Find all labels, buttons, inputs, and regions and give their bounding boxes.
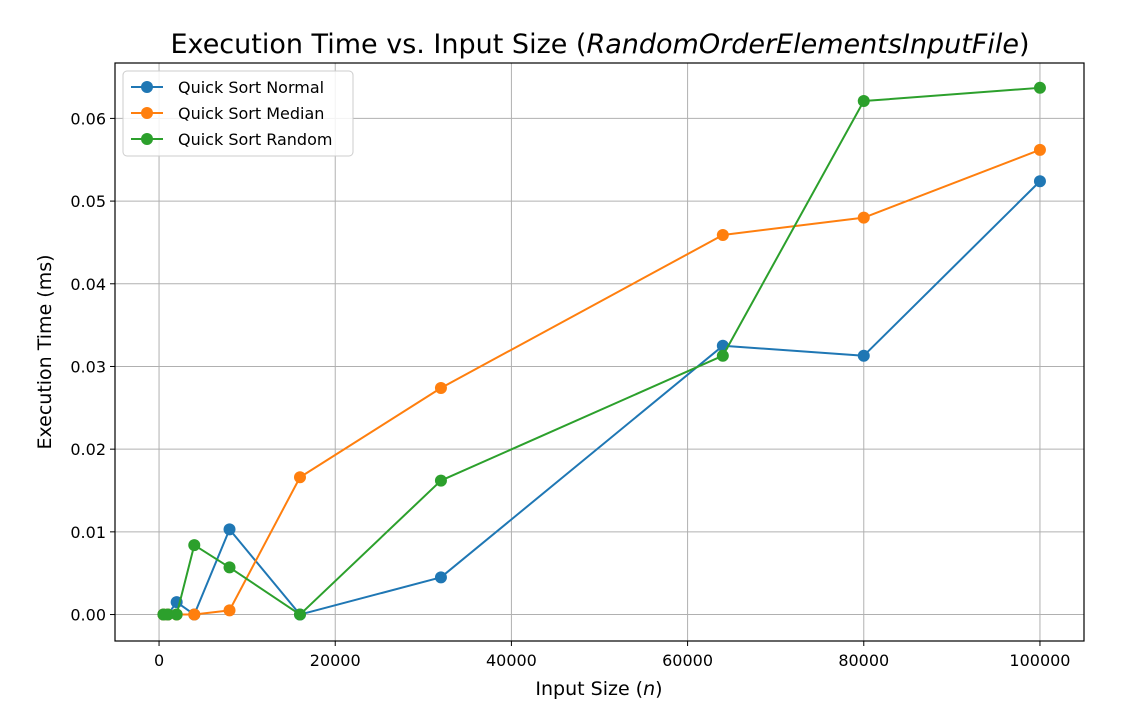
y-tick-label: 0.00	[70, 606, 106, 625]
chart-title-suffix: )	[1019, 29, 1030, 60]
data-point	[434, 381, 447, 394]
legend-marker	[141, 107, 153, 119]
x-tick-label: 40000	[486, 651, 537, 670]
axis-ticks: 0 20000 40000 60000 80000 100000 0.00 0.01 0.02 0…	[70, 109, 1070, 670]
x-tick-label: 80000	[838, 651, 889, 670]
chart-title: Execution Time vs. Input Size (RandomOrd…	[170, 29, 1029, 60]
y-axis-label: Execution Time (ms)	[34, 254, 56, 449]
data-point	[188, 539, 201, 552]
y-tick-label: 0.02	[70, 440, 106, 459]
y-tick-label: 0.06	[70, 109, 106, 128]
data-point	[716, 349, 729, 362]
legend-marker	[141, 81, 153, 93]
data-point	[716, 228, 729, 241]
data-point	[857, 95, 870, 108]
legend-label: Quick Sort Normal	[178, 78, 324, 97]
data-point	[434, 571, 447, 584]
data-point	[293, 471, 306, 484]
y-tick-label: 0.01	[70, 523, 106, 542]
x-tick-label: 60000	[662, 651, 713, 670]
data-point	[293, 608, 306, 621]
legend-marker	[141, 133, 153, 145]
data-point	[188, 608, 201, 621]
series-layer	[157, 81, 1046, 621]
x-axis-label-italic: n	[643, 678, 655, 700]
legend-label: Quick Sort Random	[178, 130, 332, 149]
series-group	[157, 81, 1046, 621]
data-point	[161, 608, 174, 621]
x-axis-label: Input Size (n)	[535, 678, 662, 700]
data-point	[857, 211, 870, 224]
data-point	[223, 561, 236, 574]
y-tick-label: 0.03	[70, 357, 106, 376]
x-tick-label: 20000	[310, 651, 361, 670]
x-tick-label: 100000	[1009, 651, 1070, 670]
data-point	[857, 349, 870, 362]
data-point	[1033, 175, 1046, 188]
y-tick-label: 0.04	[70, 275, 106, 294]
legend-box	[122, 70, 354, 157]
grid-lines	[115, 63, 1084, 641]
chart-title-italic: RandomOrderElementsInputFile	[586, 29, 1019, 60]
plot-area-frame	[114, 62, 1085, 642]
data-point	[1033, 81, 1046, 94]
y-tick-label: 0.05	[70, 192, 106, 211]
x-tick-label: 0	[154, 651, 164, 670]
data-point	[223, 604, 236, 617]
data-point	[223, 523, 236, 536]
chart-title-prefix: Execution Time vs. Input Size (	[170, 29, 586, 60]
data-point	[434, 474, 447, 487]
series-line	[163, 180, 1041, 616]
legend-label: Quick Sort Median	[178, 104, 324, 123]
legend: Quick Sort Normal Quick Sort Median Quick …	[122, 70, 354, 157]
data-point	[170, 608, 183, 621]
data-point	[1033, 143, 1046, 156]
x-axis-label-prefix: Input Size (	[535, 678, 643, 700]
x-axis-label-suffix: )	[655, 678, 662, 700]
